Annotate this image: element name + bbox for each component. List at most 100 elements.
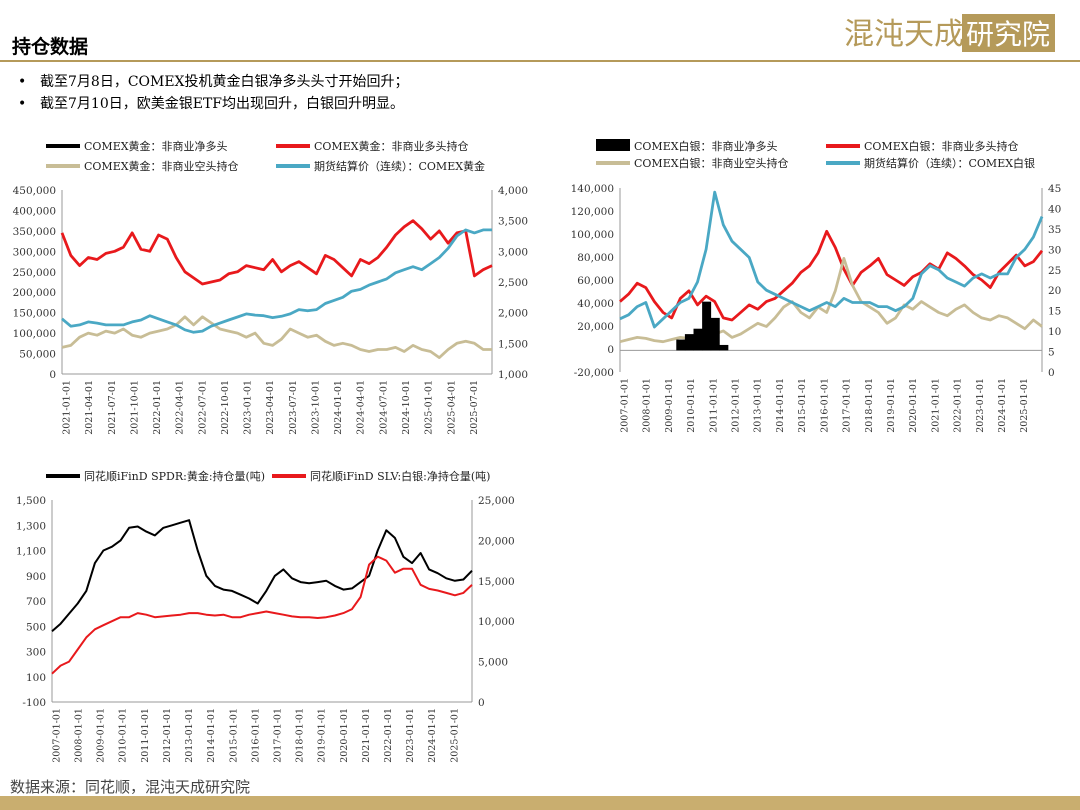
y-tick-right-label: 40 [1048,203,1061,215]
y-tick-left-label: 450,000 [13,185,56,197]
x-tick-label: 2014-01-01 [775,378,786,433]
legend-label: COMEX黄金：非商业净多头 [84,139,228,153]
y-tick-left-label: 350,000 [13,226,56,238]
x-tick-label: 2017-01-01 [272,708,283,763]
y-tick-right-label: 3,500 [498,216,528,228]
y-tick-right-label: 1,500 [498,338,528,350]
y-tick-left-label: -20,000 [574,367,614,379]
x-tick-label: 2018-01-01 [295,708,306,763]
net-long-bar [684,334,694,351]
x-tick-label: 2023-07-01 [288,380,299,435]
y-tick-left-label: 50,000 [19,349,56,361]
y-tick-left-label: 1,500 [16,495,46,507]
logo-text-2: 研究院 [966,18,1050,51]
x-tick-label: 2015-01-01 [797,378,808,433]
x-tick-label: 2007-01-01 [51,708,62,763]
x-tick-label: 2024-10-01 [401,380,412,435]
legend-swatch [596,139,630,151]
footer-bar [0,796,1080,810]
x-tick-label: 2021-01-01 [62,380,73,435]
x-tick-label: 2025-04-01 [446,380,457,435]
x-tick-label: 2008-01-01 [642,378,653,433]
x-tick-label: 2023-01-01 [975,378,986,433]
y-tick-right-label: 2,500 [498,277,528,289]
series-line [61,228,492,334]
y-tick-left-label: 200,000 [13,287,56,299]
legend-label: 期货结算价（连续）：COMEX黄金 [314,159,485,173]
x-tick-label: 2023-04-01 [265,380,276,435]
x-tick-label: 2024-01-01 [997,378,1008,433]
x-tick-label: 2021-07-01 [107,380,118,435]
y-tick-left-label: 900 [26,571,46,583]
x-tick-label: 2013-01-01 [753,378,764,433]
y-tick-right-label: 1,000 [498,369,528,381]
x-tick-label: 2022-01-01 [152,380,163,435]
series-line [51,555,473,675]
x-tick-label: 2007-01-01 [619,378,630,433]
legend-label: COMEX白银：非商业净多头 [634,139,778,153]
legend-label: COMEX白银：非商业空头持仓 [634,156,789,170]
series-line [619,190,1044,329]
net-long-bar [710,317,720,351]
x-tick-label: 2024-01-01 [427,708,438,763]
net-long-bar [693,328,703,351]
y-tick-left-label: 140,000 [571,183,614,195]
y-tick-left-label: 100,000 [13,328,56,340]
y-tick-right-label: 20 [1048,285,1061,297]
data-source: 数据来源：同花顺，混沌天成研究院 [10,778,251,796]
y-tick-right-label: 0 [1048,367,1055,379]
x-tick-label: 2009-01-01 [96,708,107,763]
y-tick-left-label: 60,000 [577,275,614,287]
y-tick-left-label: 0 [607,344,614,356]
y-tick-left-label: 700 [26,596,46,608]
y-tick-left-label: 100 [26,672,46,684]
x-tick-label: 2017-01-01 [842,378,853,433]
y-tick-left-label: 250,000 [13,267,56,279]
x-tick-label: 2021-01-01 [361,708,372,763]
x-tick-label: 2022-01-01 [953,378,964,433]
x-tick-label: 2023-10-01 [310,380,321,435]
y-tick-right-label: 15 [1048,306,1061,318]
y-tick-right-label: 0 [478,697,485,709]
series-line [61,315,492,359]
x-tick-label: 2022-10-01 [220,380,231,435]
net-long-bar [676,339,686,351]
x-tick-label: 2010-01-01 [686,378,697,433]
x-tick-label: 2019-01-01 [886,378,897,433]
y-tick-left-label: 80,000 [577,252,614,264]
series-line [60,219,493,286]
y-tick-right-label: 20,000 [478,535,515,547]
x-tick-label: 2024-07-01 [378,380,389,435]
x-tick-label: 2020-01-01 [339,708,350,763]
x-tick-label: 2009-01-01 [664,378,675,433]
y-tick-right-label: 3,000 [498,246,528,258]
legend-label: COMEX黄金：非商业空头持仓 [84,159,239,173]
x-tick-label: 2025-01-01 [1019,378,1030,433]
y-tick-left-label: 500 [26,621,46,633]
x-tick-label: 2023-01-01 [405,708,416,763]
logo-text: 混沌天成 [844,17,964,52]
x-tick-label: 2011-01-01 [708,378,719,433]
y-tick-right-label: 5 [1048,347,1055,359]
legend-label: 同花顺iFinD SLV:白银:净持仓量(吨) [310,469,490,483]
y-tick-right-label: 5,000 [478,657,508,669]
x-tick-label: 2015-01-01 [228,708,239,763]
x-tick-label: 2025-01-01 [449,708,460,763]
x-tick-label: 2008-01-01 [74,708,85,763]
y-tick-right-label: 10,000 [478,616,515,628]
y-tick-right-label: 45 [1048,183,1061,195]
x-tick-label: 2014-01-01 [206,708,217,763]
x-tick-label: 2013-01-01 [184,708,195,763]
x-tick-label: 2021-04-01 [84,380,95,435]
x-tick-label: 2024-04-01 [356,380,367,435]
x-tick-label: 2025-07-01 [469,380,480,435]
y-tick-left-label: 100,000 [571,229,614,241]
y-tick-right-label: 25,000 [478,495,515,507]
x-tick-label: 2022-07-01 [197,380,208,435]
y-tick-right-label: 35 [1048,224,1061,236]
y-tick-left-label: 120,000 [571,206,614,218]
y-tick-left-label: -100 [22,697,46,709]
series-line [51,519,473,633]
y-tick-right-label: 2,000 [498,308,528,320]
legend-label: 同花顺iFinD SPDR:黄金:持仓量(吨) [84,469,265,483]
